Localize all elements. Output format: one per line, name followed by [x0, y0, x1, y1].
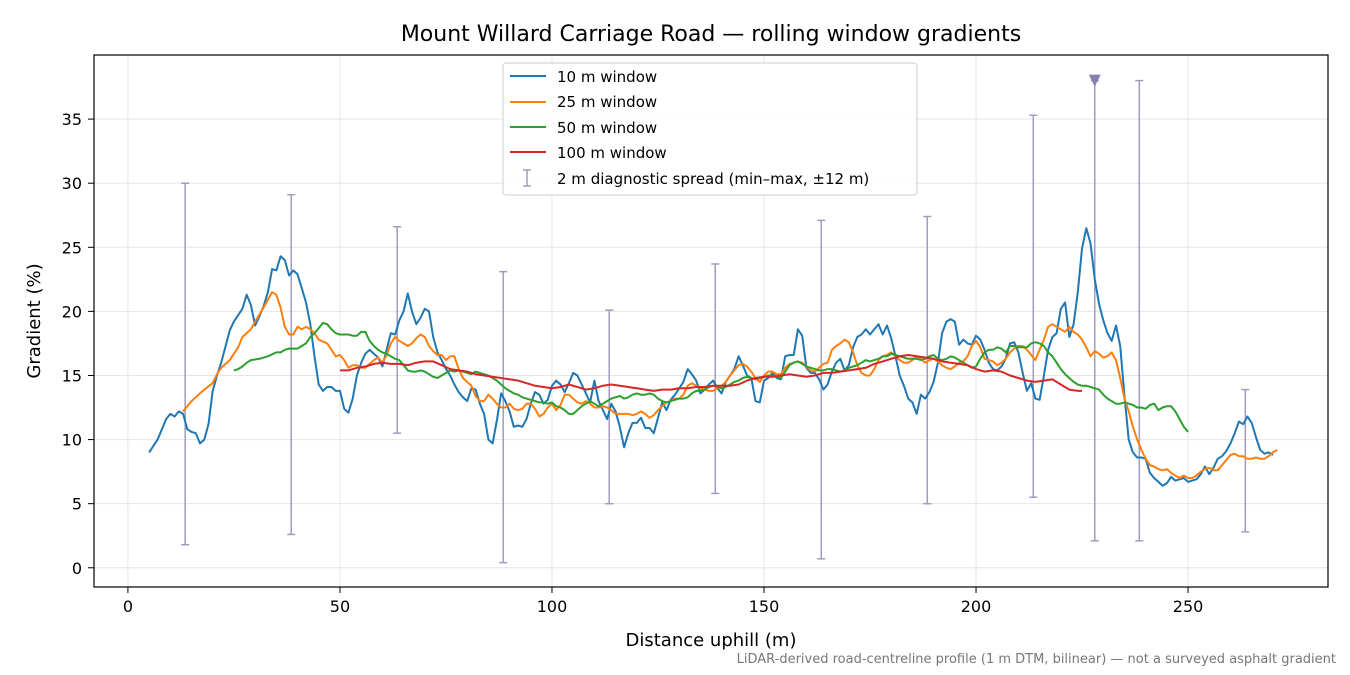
series-line: [148, 227, 1274, 487]
chart-title: Mount Willard Carriage Road — rolling wi…: [401, 22, 1021, 47]
series-lines: [148, 227, 1278, 487]
y-tick-label: 35: [62, 110, 82, 129]
error-bar: [1088, 74, 1101, 542]
legend: 10 m window 25 m window 50 m window 100 …: [502, 62, 918, 196]
error-bar: [1029, 114, 1038, 499]
y-axis-label: Gradient (%): [24, 263, 45, 378]
series-line: [233, 321, 1189, 433]
y-tick-label: 0: [72, 559, 82, 578]
legend-box: [502, 62, 918, 196]
y-tick-label: 20: [62, 302, 82, 321]
y-tick-label: 25: [62, 238, 82, 257]
x-tick-label: 100: [537, 597, 568, 616]
y-tick-label: 5: [72, 495, 82, 514]
footnote: LiDAR-derived road-centreline profile (1…: [736, 652, 1336, 667]
legend-label-10m: 10 m window: [557, 68, 657, 86]
error-bar: [817, 219, 826, 560]
y-tick-label: 15: [62, 366, 82, 385]
series-line: [182, 291, 1278, 479]
x-tick-label: 250: [1173, 597, 1204, 616]
legend-label-100m: 100 m window: [557, 144, 667, 162]
legend-swatch-error-bar: [523, 169, 531, 187]
out-of-range-marker: [1088, 74, 1101, 87]
error-bar: [1135, 79, 1144, 542]
x-axis-ticks: 0 50 100 150 200 250: [123, 587, 1204, 616]
x-tick-label: 50: [330, 597, 350, 616]
x-tick-label: 0: [123, 597, 133, 616]
error-bar: [1241, 388, 1250, 533]
y-tick-label: 10: [62, 431, 82, 450]
error-bar: [605, 309, 614, 505]
error-bars: [181, 74, 1250, 564]
error-bar: [181, 182, 190, 546]
error-bar: [923, 215, 932, 505]
x-tick-label: 200: [961, 597, 992, 616]
x-axis-label: Distance uphill (m): [626, 630, 797, 651]
y-tick-label: 30: [62, 174, 82, 193]
x-tick-label: 150: [749, 597, 780, 616]
y-axis-ticks: 0 5 10 15 20 25 30 35: [62, 110, 94, 578]
series-line: [340, 354, 1082, 392]
error-bar: [499, 270, 508, 564]
error-bar: [287, 193, 296, 536]
legend-label-25m: 25 m window: [557, 93, 657, 111]
error-bar: [711, 263, 720, 495]
legend-label-spread: 2 m diagnostic spread (min–max, ±12 m): [557, 170, 869, 188]
legend-label-50m: 50 m window: [557, 119, 657, 137]
plot-frame: [93, 54, 1329, 588]
